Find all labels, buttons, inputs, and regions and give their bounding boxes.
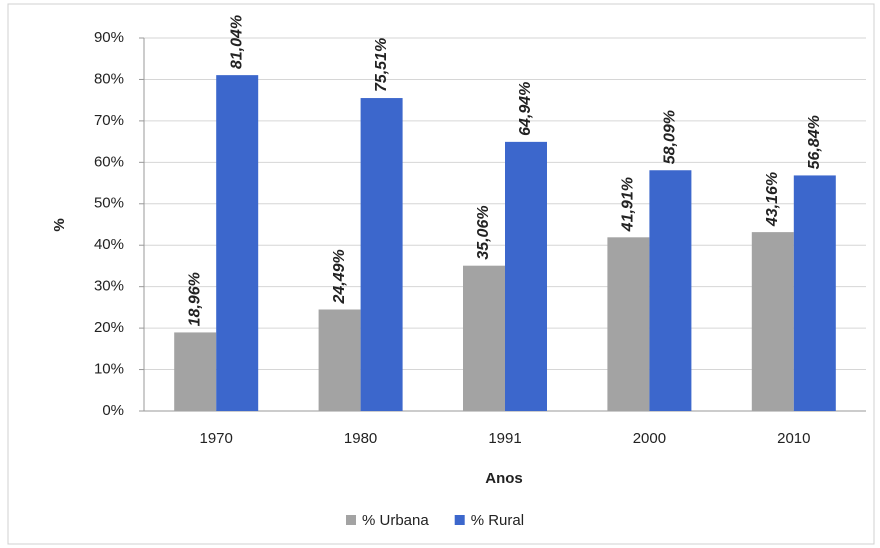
y-tick-label: 80% (94, 70, 124, 87)
bar (360, 98, 403, 411)
chart-frame (7, 3, 875, 545)
y-tick-label: 20% (94, 319, 124, 336)
value-label: 75,51% (373, 38, 390, 92)
x-tick-label: 1980 (344, 430, 377, 447)
bar (649, 170, 692, 411)
x-tick-label: 2010 (777, 430, 810, 447)
x-tick-label: 2000 (633, 430, 666, 447)
y-axis-label: % (51, 218, 68, 231)
y-tick-label: 0% (102, 402, 124, 419)
y-tick-label: 70% (94, 112, 124, 129)
value-label: 24,49% (331, 249, 348, 304)
legend-swatch (346, 515, 356, 525)
value-label: 43,16% (764, 172, 781, 227)
value-label: 35,06% (475, 205, 492, 259)
bar (216, 75, 259, 412)
legend-swatch (454, 515, 465, 525)
y-tick-label: 60% (94, 153, 124, 170)
bar (607, 237, 650, 411)
y-tick-label: 30% (94, 278, 124, 295)
y-tick-label: 40% (94, 236, 124, 253)
value-label: 81,04% (228, 15, 245, 69)
y-tick-label: 10% (94, 361, 124, 378)
bar (463, 265, 505, 411)
x-tick-label: 1970 (200, 430, 233, 447)
value-label: 64,94% (517, 82, 534, 136)
value-label: 58,09% (662, 110, 679, 164)
legend-label: % Rural (471, 512, 524, 529)
value-label: 41,91% (620, 177, 637, 232)
bar (505, 141, 547, 411)
value-label: 18,96% (186, 272, 203, 326)
y-tick-label: 90% (94, 29, 124, 46)
bar (793, 175, 836, 411)
bar (751, 232, 794, 411)
bar (174, 332, 217, 411)
value-label: 56,84% (806, 115, 823, 169)
legend-label: % Urbana (362, 512, 429, 529)
bar (318, 309, 361, 411)
x-tick-label: 1991 (488, 430, 521, 447)
x-axis-label: Anos (485, 470, 523, 487)
y-tick-label: 50% (94, 195, 124, 212)
